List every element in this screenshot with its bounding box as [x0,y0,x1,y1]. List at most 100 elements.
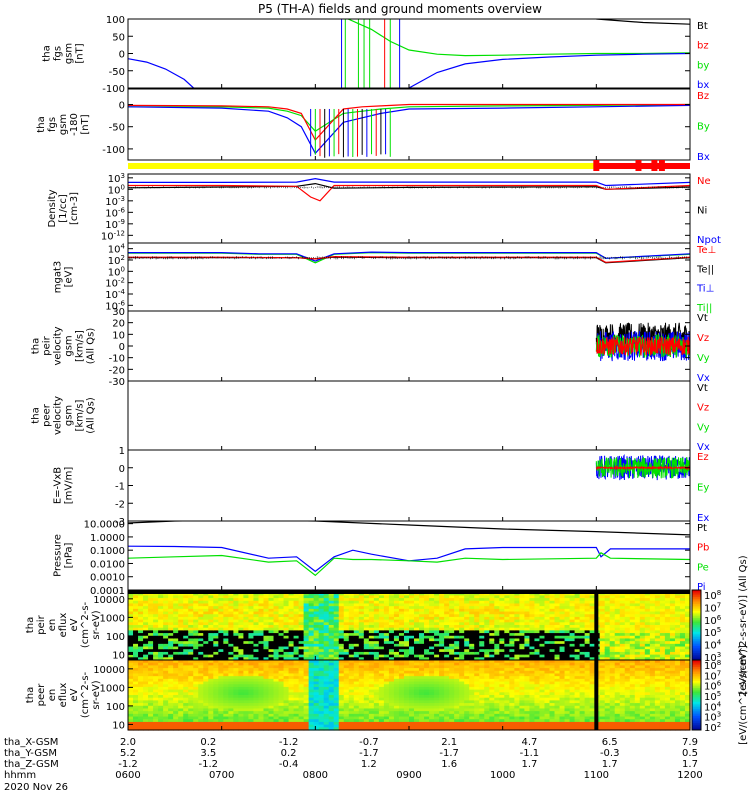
heatmap-cell [403,651,410,656]
heatmap-cell [424,619,430,623]
heatmap-cell [308,665,315,669]
heatmap-cell [278,625,285,629]
heatmap-cell [128,721,134,726]
heatmap-cell [183,686,189,691]
heatmap-cell [153,724,159,728]
heatmap-cell [469,651,475,656]
heatmap-cell [288,703,295,707]
heatmap-cell [574,635,581,640]
heatmap-cell [489,606,495,610]
heatmap-cell [148,592,154,596]
heatmap-cell [218,643,224,648]
heatmap-cell [148,695,154,699]
heatmap-cell [243,657,250,661]
heatmap-cell [238,606,245,610]
heatmap-cell [128,622,134,626]
heatmap-cell [268,595,275,599]
heatmap-cell [193,665,199,669]
heatmap-cell [198,633,204,637]
heatmap-cell [198,619,204,623]
heatmap-cell [323,686,330,691]
heatmap-cell [203,708,209,712]
heatmap-cell [403,598,410,602]
heatmap-cell [133,708,139,712]
y-tick-label: -10 [109,354,125,365]
y-tick-label: 1.0000 [90,533,125,544]
heatmap-cell [684,649,691,653]
heatmap-cell [223,606,229,610]
heatmap-cell [559,651,566,656]
heatmap-cell [644,606,651,610]
heatmap-cell [328,651,335,656]
heatmap-cell [128,657,134,661]
heatmap-cell [158,719,164,723]
heatmap-cell [258,630,265,634]
heatmap-cell [168,614,174,618]
heatmap-cell [143,700,149,704]
heatmap-cell [268,719,275,723]
heatmap-cell [143,592,149,596]
heatmap-cell [153,678,159,683]
heatmap-cell [303,611,310,615]
heatmap-cell [248,703,255,707]
heatmap-cell [424,616,430,621]
heatmap-cell [474,646,480,650]
y-axis-label-line: gsm [58,114,69,135]
heatmap-cell [318,641,325,645]
heatmap-cell [353,649,360,653]
heatmap-cell [298,592,305,596]
heatmap-cell [343,625,350,629]
heatmap-cell [489,627,495,631]
heatmap-cell [253,657,260,661]
heatmap-cell [544,625,551,629]
heatmap-cell [253,724,260,728]
heatmap-cell [263,600,270,605]
colorbar-swatch [692,628,701,631]
heatmap-cell [664,603,671,607]
heatmap-cell [474,654,480,658]
heatmap-cell [263,595,270,599]
heatmap-cell [614,630,621,634]
heatmap-cell [484,643,490,648]
heatmap-cell [669,627,676,631]
heatmap-cell [248,689,255,693]
heatmap-cell [484,654,490,658]
heatmap-cell [624,649,631,653]
heatmap-cell [248,598,255,602]
heatmap-cell [308,686,315,691]
heatmap-cell [604,606,611,610]
heatmap-cell [133,703,139,707]
heatmap-cell [664,646,671,650]
heatmap-cell [659,622,666,626]
heatmap-cell [338,651,345,656]
heatmap-cell [629,606,636,610]
heatmap-cell [459,635,465,640]
heatmap-cell [363,641,370,645]
heatmap-cell [168,711,174,715]
heatmap-cell [619,646,626,650]
heatmap-cell [629,625,636,629]
heatmap-cell [298,598,305,602]
heatmap-cell [604,651,611,656]
heatmap-cell [193,600,199,605]
heatmap-cell [368,633,375,637]
heatmap-cell [253,703,260,707]
heatmap-cell [363,595,370,599]
y-axis-label-line: gsm [64,43,75,64]
heatmap-cell [348,608,355,613]
heatmap-cell [659,651,666,656]
heatmap-cell [624,622,631,626]
heatmap-cell [138,697,144,701]
heatmap-cell [273,678,280,683]
heatmap-cell [248,633,255,637]
heatmap-cell [373,592,380,596]
heatmap-cell [188,668,194,672]
heatmap-cell [248,619,255,623]
heatmap-cell [238,598,245,602]
heatmap-cell [213,641,219,645]
heatmap-cell [504,657,510,661]
heatmap-cell [133,635,139,640]
heatmap-cell [604,657,611,661]
heatmap-cell [138,684,144,688]
heatmap-cell [333,684,340,688]
